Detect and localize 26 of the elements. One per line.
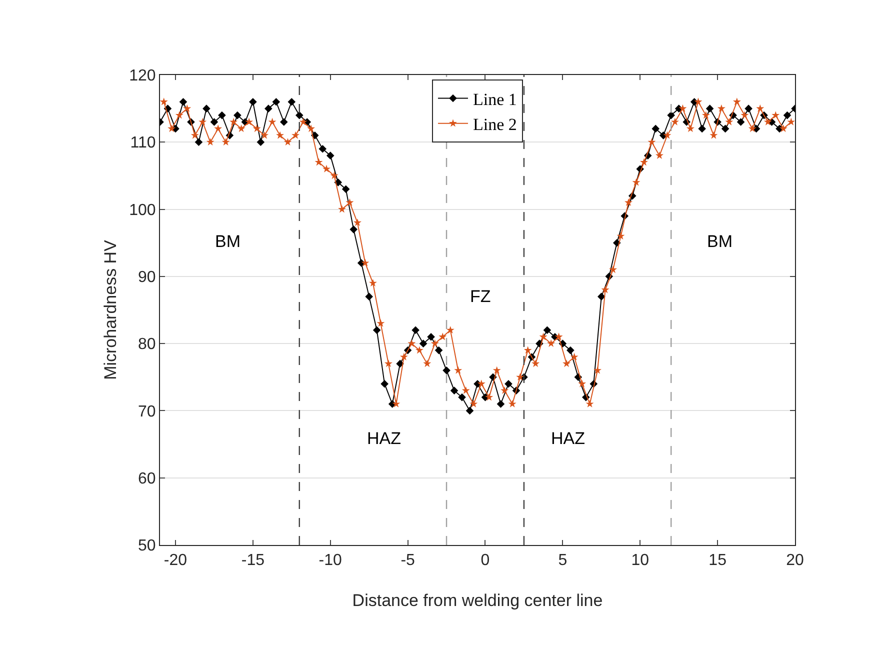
- x-tick-label: 5: [558, 552, 568, 570]
- x-tick-label: 0: [480, 552, 490, 570]
- y-tick-label: 50: [138, 538, 156, 555]
- annotation: BM: [215, 232, 240, 251]
- x-tick-label: -10: [318, 552, 342, 570]
- annotation: HAZ: [367, 429, 401, 448]
- y-tick-label: 80: [138, 336, 156, 354]
- legend-label: Line 2: [473, 114, 517, 134]
- x-tick-label: -5: [400, 552, 416, 570]
- y-tick-label: 60: [138, 470, 156, 488]
- x-tick-label: -20: [164, 552, 188, 570]
- annotation: BM: [707, 232, 732, 251]
- legend-label: Line 1: [473, 90, 517, 109]
- y-tick-label: 110: [130, 134, 156, 152]
- x-tick-label: 10: [631, 552, 650, 570]
- annotation: HAZ: [551, 429, 585, 448]
- x-axis-title: Distance from welding center line: [352, 591, 603, 610]
- y-tick-label: 70: [138, 403, 156, 420]
- x-tick-label: 20: [786, 552, 804, 570]
- y-tick-label: 100: [129, 202, 156, 219]
- x-tick-label: 15: [708, 552, 727, 570]
- y-axis-title: Microhardness HV: [101, 239, 120, 380]
- x-tick-label: -15: [241, 552, 265, 570]
- y-tick-label: 90: [138, 269, 156, 286]
- annotation: FZ: [470, 287, 491, 306]
- y-tick-label: 120: [129, 68, 156, 85]
